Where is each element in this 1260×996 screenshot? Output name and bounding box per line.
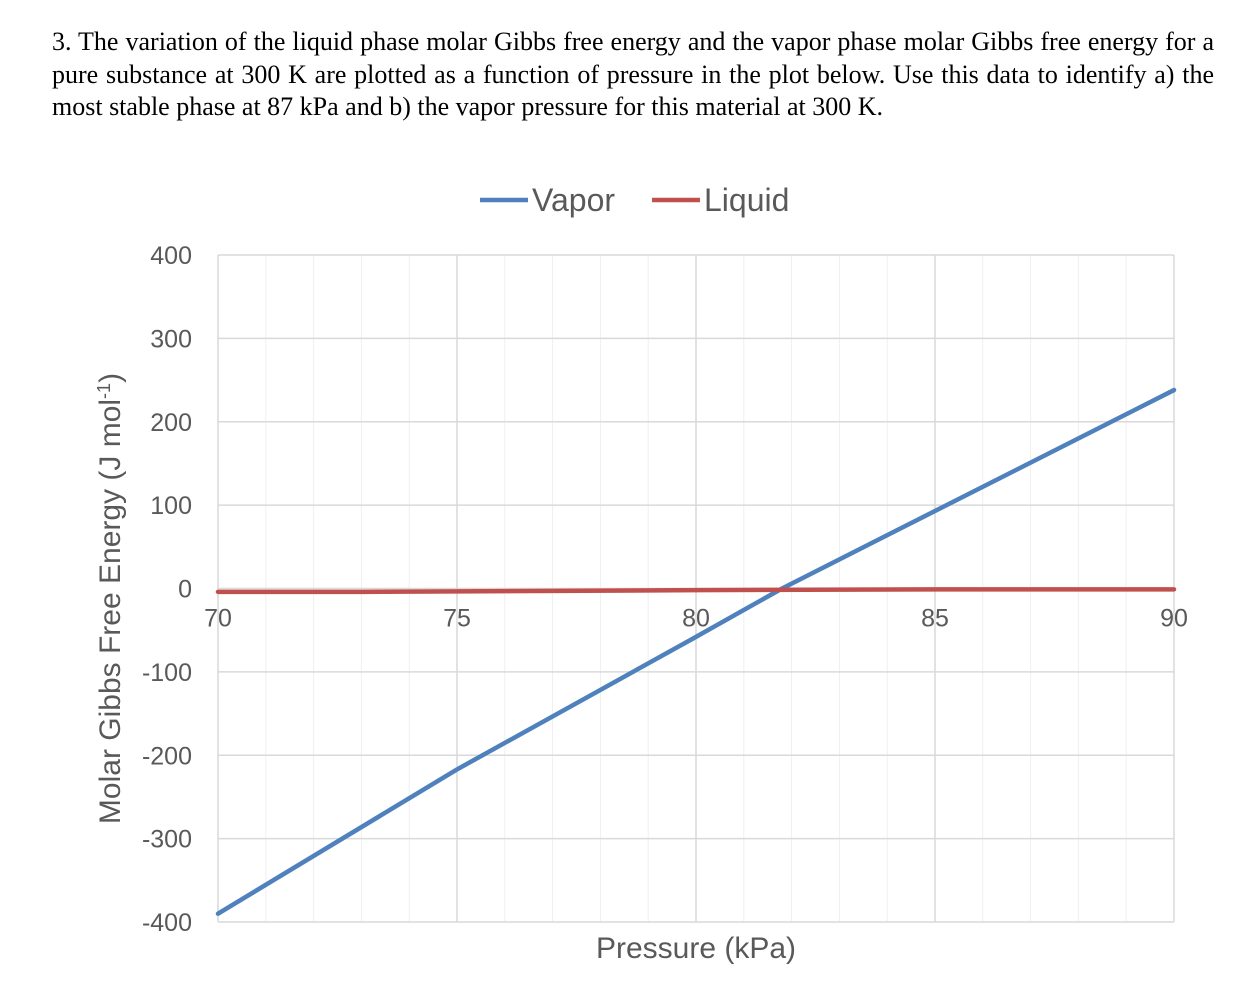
- series-line-vapor: [215, 387, 1177, 916]
- y-tick-label: -100: [142, 659, 192, 687]
- y-tick-label: 100: [150, 492, 192, 520]
- legend-label-vapor: Vapor: [532, 182, 615, 218]
- legend-label-liquid: Liquid: [704, 182, 789, 218]
- legend: Vapor Liquid: [480, 182, 789, 218]
- y-tick-labels: 400 300 200 100 0 -100 -200 -300 -400: [142, 242, 192, 937]
- y-tick-label: -300: [142, 826, 192, 854]
- x-tick-label: 70: [204, 605, 232, 633]
- x-tick-label: 80: [682, 605, 710, 633]
- y-axis-title: Molar Gibbs Free Energy (J mol-1): [94, 373, 127, 824]
- y-tick-label: 300: [150, 325, 192, 353]
- y-tick-label: -200: [142, 742, 192, 770]
- x-tick-label: 90: [1160, 605, 1188, 633]
- y-tick-label: -400: [142, 909, 192, 937]
- y-tick-label: 0: [178, 576, 192, 604]
- x-axis-title: Pressure (kPa): [596, 932, 796, 965]
- x-tick-labels: 70 75 80 85 90: [204, 605, 1188, 633]
- x-tick-label: 85: [921, 605, 949, 633]
- y-tick-label: 400: [150, 242, 192, 270]
- series-lines: [215, 387, 1177, 916]
- y-tick-label: 200: [150, 409, 192, 437]
- x-tick-label: 75: [443, 605, 471, 633]
- series-line-liquid: [215, 587, 1177, 595]
- question-text: 3. The variation of the liquid phase mol…: [52, 27, 1214, 121]
